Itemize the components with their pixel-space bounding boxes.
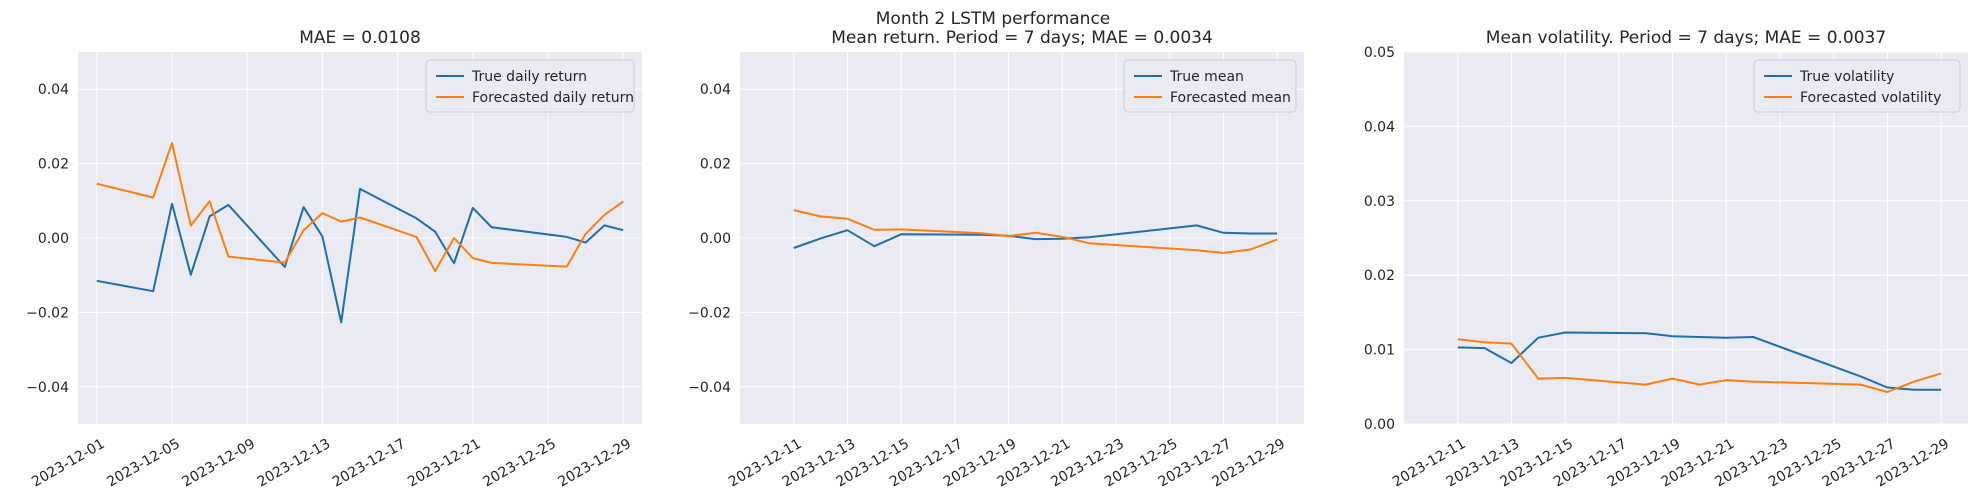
series-lines xyxy=(1457,331,1942,393)
x-tick-label: 2023-12-01 xyxy=(29,436,107,491)
figure-title: Month 2 LSTM performance xyxy=(876,9,1111,29)
y-axis: 0.00 0.01 0.02 0.03 0.04 0.05 xyxy=(1364,45,1395,433)
legend: True mean Forecasted mean xyxy=(1123,59,1297,113)
y-tick-label: −0.04 xyxy=(688,380,731,396)
legend-box xyxy=(1123,59,1297,113)
legend-label: True daily return xyxy=(471,69,587,85)
legend-label: True mean xyxy=(1169,69,1244,85)
y-tick-label: 0.04 xyxy=(1364,119,1395,135)
panel-title: Mean return. Period = 7 days; MAE = 0.00… xyxy=(831,28,1213,48)
legend: True daily return Forecasted daily return xyxy=(425,59,635,113)
panel-mean-volatility: Mean volatility. Period = 7 days; MAE = … xyxy=(1364,28,1968,490)
y-tick-label: 0.00 xyxy=(38,231,69,247)
grid xyxy=(1404,51,1968,425)
series-line-forecast xyxy=(96,142,624,273)
series-line-forecast xyxy=(1457,338,1942,393)
panel-mean-return: Mean return. Period = 7 days; MAE = 0.00… xyxy=(688,28,1304,490)
y-tick-label: 0.03 xyxy=(1364,194,1395,210)
x-tick-label: 2023-12-05 xyxy=(104,436,182,491)
y-tick-label: −0.04 xyxy=(26,380,69,396)
y-tick-label: 0.02 xyxy=(38,157,69,173)
panel-title: Mean volatility. Period = 7 days; MAE = … xyxy=(1486,28,1886,48)
legend-box xyxy=(1753,59,1961,113)
y-tick-label: 0.01 xyxy=(1364,343,1395,359)
legend-box xyxy=(425,59,635,113)
x-tick-label: 2023-12-17 xyxy=(330,436,408,491)
x-tick-label: 2023-12-29 xyxy=(556,436,634,491)
legend: True volatility Forecasted volatility xyxy=(1753,59,1961,113)
panel-daily-return: MAE = 0.0108 −0.04 −0.02 0.00 0.02 0.04 2023… xyxy=(26,28,642,490)
legend-label: Forecasted daily return xyxy=(472,90,634,106)
y-axis: −0.04 −0.02 0.00 0.02 0.04 xyxy=(26,82,69,396)
y-tick-label: 0.02 xyxy=(700,157,731,173)
series-line-true xyxy=(793,224,1278,249)
grid xyxy=(78,52,642,424)
y-tick-label: 0.00 xyxy=(700,231,731,247)
y-tick-label: 0.04 xyxy=(38,82,69,98)
series-line-true xyxy=(96,187,624,324)
x-axis: 2023-12-112023-12-132023-12-152023-12-17… xyxy=(1390,436,1952,491)
x-tick-label: 2023-12-09 xyxy=(180,436,258,491)
legend-label: Forecasted mean xyxy=(1170,90,1291,106)
series-lines xyxy=(793,209,1278,254)
series-line-forecast xyxy=(793,209,1278,254)
legend-label: Forecasted volatility xyxy=(1800,90,1941,106)
plot-area xyxy=(1404,52,1968,424)
y-tick-label: 0.02 xyxy=(1364,268,1395,284)
y-tick-label: 0.00 xyxy=(1364,417,1395,433)
series-line-true xyxy=(1457,331,1942,391)
x-tick-label: 2023-12-13 xyxy=(255,436,333,491)
legend-label: True volatility xyxy=(1799,69,1894,85)
grid xyxy=(740,52,1304,424)
y-tick-label: 0.05 xyxy=(1364,45,1395,61)
y-tick-label: −0.02 xyxy=(26,305,69,321)
y-tick-label: −0.02 xyxy=(688,305,731,321)
x-tick-label: 2023-12-21 xyxy=(405,436,483,491)
x-tick-label: 2023-12-25 xyxy=(480,436,558,491)
y-axis: −0.04 −0.02 0.00 0.02 0.04 xyxy=(688,82,731,396)
panel-title: MAE = 0.0108 xyxy=(299,28,421,48)
x-axis: 2023-12-112023-12-132023-12-152023-12-17… xyxy=(726,436,1288,491)
x-axis: 2023-12-012023-12-052023-12-092023-12-13… xyxy=(29,436,634,491)
series-lines xyxy=(96,142,624,324)
y-tick-label: 0.04 xyxy=(700,82,731,98)
